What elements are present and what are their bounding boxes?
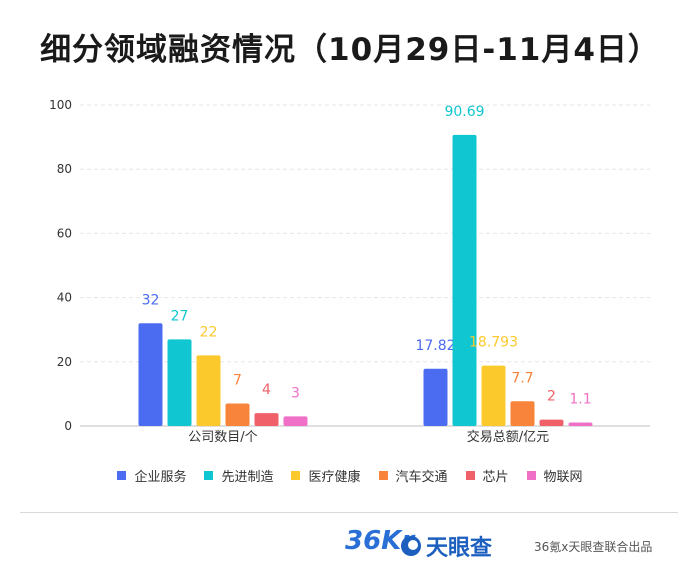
chart-title: 细分领域融资情况（10月29日-11月4日） bbox=[40, 32, 660, 68]
legend-swatch bbox=[526, 471, 536, 480]
logo-tianyancha: 天眼查 bbox=[400, 530, 492, 562]
footer-credit: 36氪x天眼查联合出品 bbox=[534, 540, 653, 554]
y-tick-label: 80 bbox=[57, 162, 72, 176]
legend-item: 先进制造 bbox=[204, 466, 273, 485]
bar bbox=[568, 422, 593, 426]
legend-swatch bbox=[378, 471, 388, 480]
bar bbox=[539, 419, 564, 426]
legend-label: 企业服务 bbox=[134, 470, 187, 485]
data-label: 22 bbox=[200, 324, 218, 340]
bar bbox=[225, 403, 250, 426]
bar-chart: 0 20 40 60 80 100 32 27 22 7 4 3 公司数目/个 17.82 90.69 18.… bbox=[49, 98, 650, 445]
x-tick-label: 公司数目/个 bbox=[188, 430, 257, 445]
data-label: 4 bbox=[262, 382, 271, 398]
y-tick-label: 20 bbox=[57, 355, 72, 369]
y-tick-label: 0 bbox=[64, 419, 72, 433]
legend-item: 物联网 bbox=[526, 466, 583, 485]
data-label: 27 bbox=[171, 308, 189, 324]
tianyancha-icon bbox=[401, 536, 421, 556]
y-tick-label: 60 bbox=[57, 226, 72, 240]
legend-label: 医疗健康 bbox=[308, 470, 361, 485]
data-label: 32 bbox=[142, 292, 160, 308]
legend-swatch bbox=[117, 471, 127, 480]
bar bbox=[138, 323, 163, 426]
legend-item: 汽车交通 bbox=[378, 466, 448, 485]
data-label: 2 bbox=[547, 389, 556, 405]
data-label: 7 bbox=[233, 373, 242, 389]
legend-label: 汽车交通 bbox=[395, 470, 448, 485]
y-tick-label: 40 bbox=[57, 291, 72, 305]
x-tick-label: 交易总额/亿元 bbox=[467, 429, 549, 445]
bar bbox=[481, 365, 506, 426]
bar bbox=[452, 134, 477, 426]
legend-swatch bbox=[291, 471, 301, 480]
legend-item: 芯片 bbox=[465, 466, 509, 485]
legend-label: 物联网 bbox=[543, 470, 583, 485]
legend-swatch bbox=[465, 471, 475, 480]
data-label: 17.82 bbox=[415, 338, 455, 354]
data-label: 3 bbox=[291, 385, 300, 401]
y-tick-label: 100 bbox=[49, 98, 72, 112]
legend-item: 医疗健康 bbox=[291, 466, 361, 485]
legend-item: 企业服务 bbox=[117, 466, 186, 485]
data-label: 18.793 bbox=[469, 335, 518, 351]
bar bbox=[167, 339, 192, 426]
logo-tianyancha-text: 天眼查 bbox=[426, 536, 493, 561]
footer-divider bbox=[20, 512, 678, 513]
bar bbox=[510, 401, 535, 426]
bar bbox=[254, 413, 279, 426]
legend-label: 芯片 bbox=[482, 470, 509, 485]
bar bbox=[423, 368, 448, 426]
bar bbox=[283, 416, 308, 426]
data-label: 7.7 bbox=[511, 370, 533, 386]
legend-swatch bbox=[204, 471, 214, 480]
data-label: 1.1 bbox=[569, 391, 591, 407]
bar bbox=[196, 355, 221, 426]
legend: 企业服务 先进制造 医疗健康 汽车交通 芯片 物联网 bbox=[0, 466, 700, 485]
data-label: 90.69 bbox=[444, 104, 484, 120]
legend-label: 先进制造 bbox=[221, 470, 274, 485]
